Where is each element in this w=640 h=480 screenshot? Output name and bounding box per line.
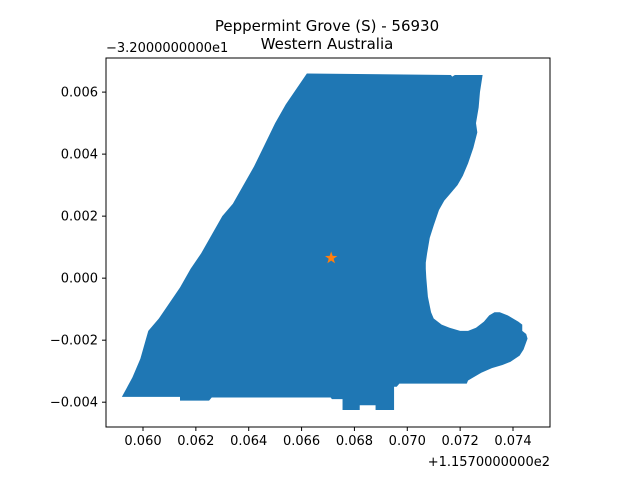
y-tick-label: 0.004 xyxy=(61,148,98,163)
chart-title-line2: Western Australia xyxy=(261,35,394,53)
x-axis-ticks: 0.060 0.062 0.064 0.066 0.068 0.070 0.072 0.074 xyxy=(124,427,532,449)
y-tick-label: 0.002 xyxy=(61,210,98,225)
y-axis-ticks: −0.004 −0.002 0.000 0.002 0.004 0.006 xyxy=(50,86,106,411)
y-tick-label: −0.004 xyxy=(50,396,98,411)
chart-title-line1: Peppermint Grove (S) - 56930 xyxy=(215,17,439,35)
region-polygon xyxy=(121,73,528,410)
x-tick-label: 0.062 xyxy=(177,434,214,449)
x-tick-label: 0.060 xyxy=(124,434,161,449)
star-icon xyxy=(324,251,338,264)
y-tick-label: −0.002 xyxy=(50,334,98,349)
x-tick-label: 0.068 xyxy=(336,434,373,449)
x-tick-label: 0.066 xyxy=(283,434,320,449)
x-axis-offset-label: +1.1570000000e2 xyxy=(428,455,550,470)
plot-area xyxy=(121,73,528,410)
axes-frame xyxy=(105,57,551,428)
x-tick-label: 0.064 xyxy=(230,434,267,449)
x-tick-label: 0.074 xyxy=(494,434,531,449)
x-tick-label: 0.072 xyxy=(442,434,479,449)
location-marker xyxy=(324,251,338,264)
x-tick-label: 0.070 xyxy=(389,434,426,449)
y-axis-offset-label: −3.2000000000e1 xyxy=(106,41,228,56)
y-tick-label: 0.000 xyxy=(61,272,98,287)
y-tick-label: 0.006 xyxy=(61,86,98,101)
